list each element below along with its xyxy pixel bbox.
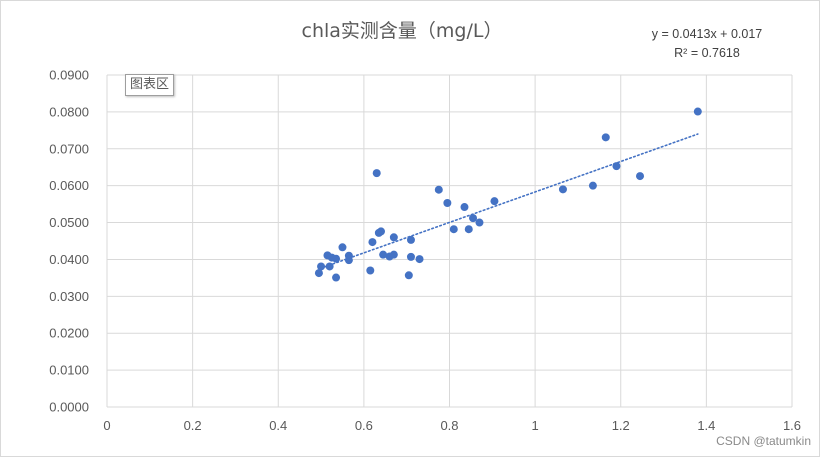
data-point [325, 262, 334, 271]
data-point [404, 271, 413, 280]
data-point [317, 262, 326, 271]
data-points [314, 107, 702, 282]
x-tick-label: 0 [103, 418, 110, 433]
data-point [636, 172, 645, 181]
y-tick-label: 0.0800 [49, 104, 89, 119]
data-point [389, 250, 398, 259]
trendline-r-squared: R² = 0.7618 [674, 46, 740, 60]
data-point [415, 255, 424, 264]
data-point [464, 225, 473, 234]
data-point [475, 218, 484, 227]
x-tick-label: 0.8 [440, 418, 458, 433]
x-tick-label: 1.2 [612, 418, 630, 433]
data-point [434, 185, 443, 194]
data-point [469, 214, 478, 223]
data-point [344, 256, 353, 265]
y-tick-label: 0.0900 [49, 68, 89, 83]
data-point [406, 252, 415, 261]
y-tick-label: 0.0700 [49, 141, 89, 156]
x-tick-label: 1.4 [697, 418, 715, 433]
data-point [558, 185, 567, 194]
data-point [389, 233, 398, 242]
data-point [693, 107, 702, 116]
y-axis-tick-labels: 0.0000 0.0100 0.0200 0.0300 0.0400 0.0500 0.06… [49, 68, 89, 415]
gridlines [106, 74, 793, 408]
data-point [588, 181, 597, 190]
data-point [449, 225, 458, 234]
data-point [443, 199, 452, 208]
x-tick-label: 0.2 [184, 418, 202, 433]
x-tick-label: 0.6 [355, 418, 373, 433]
trendline [320, 133, 699, 269]
data-point [314, 269, 323, 278]
data-point [332, 273, 341, 282]
x-axis-tick-labels: 0 0.2 0.4 0.6 0.8 1 1.2 1.4 1.6 [103, 418, 801, 433]
y-tick-label: 0.0200 [49, 326, 89, 341]
watermark: CSDN @tatumkin [716, 434, 811, 448]
x-tick-label: 1 [532, 418, 539, 433]
x-tick-label: 1.6 [783, 418, 801, 433]
data-point [612, 162, 621, 171]
y-tick-label: 0.0000 [49, 400, 89, 415]
chart-area-tooltip: 图表区 [125, 74, 175, 96]
data-point [490, 197, 499, 206]
data-point [379, 250, 388, 259]
data-point [366, 266, 375, 275]
data-point [372, 169, 381, 178]
data-point [406, 235, 415, 244]
y-tick-label: 0.0600 [49, 178, 89, 193]
data-point [460, 203, 469, 212]
y-tick-label: 0.0100 [49, 363, 89, 378]
x-tick-label: 0.4 [269, 418, 287, 433]
trendline-layer [320, 133, 699, 269]
chart-title: chla实测含量（mg/L） [302, 20, 503, 42]
data-point [338, 243, 347, 252]
data-point [368, 238, 377, 247]
data-point [377, 227, 385, 236]
data-point [332, 254, 341, 263]
y-tick-label: 0.0500 [49, 215, 89, 230]
y-tick-label: 0.0400 [49, 252, 89, 267]
y-tick-label: 0.0300 [49, 289, 89, 304]
trendline-equation: y = 0.0413x + 0.017 [652, 27, 763, 41]
data-point [601, 133, 610, 142]
